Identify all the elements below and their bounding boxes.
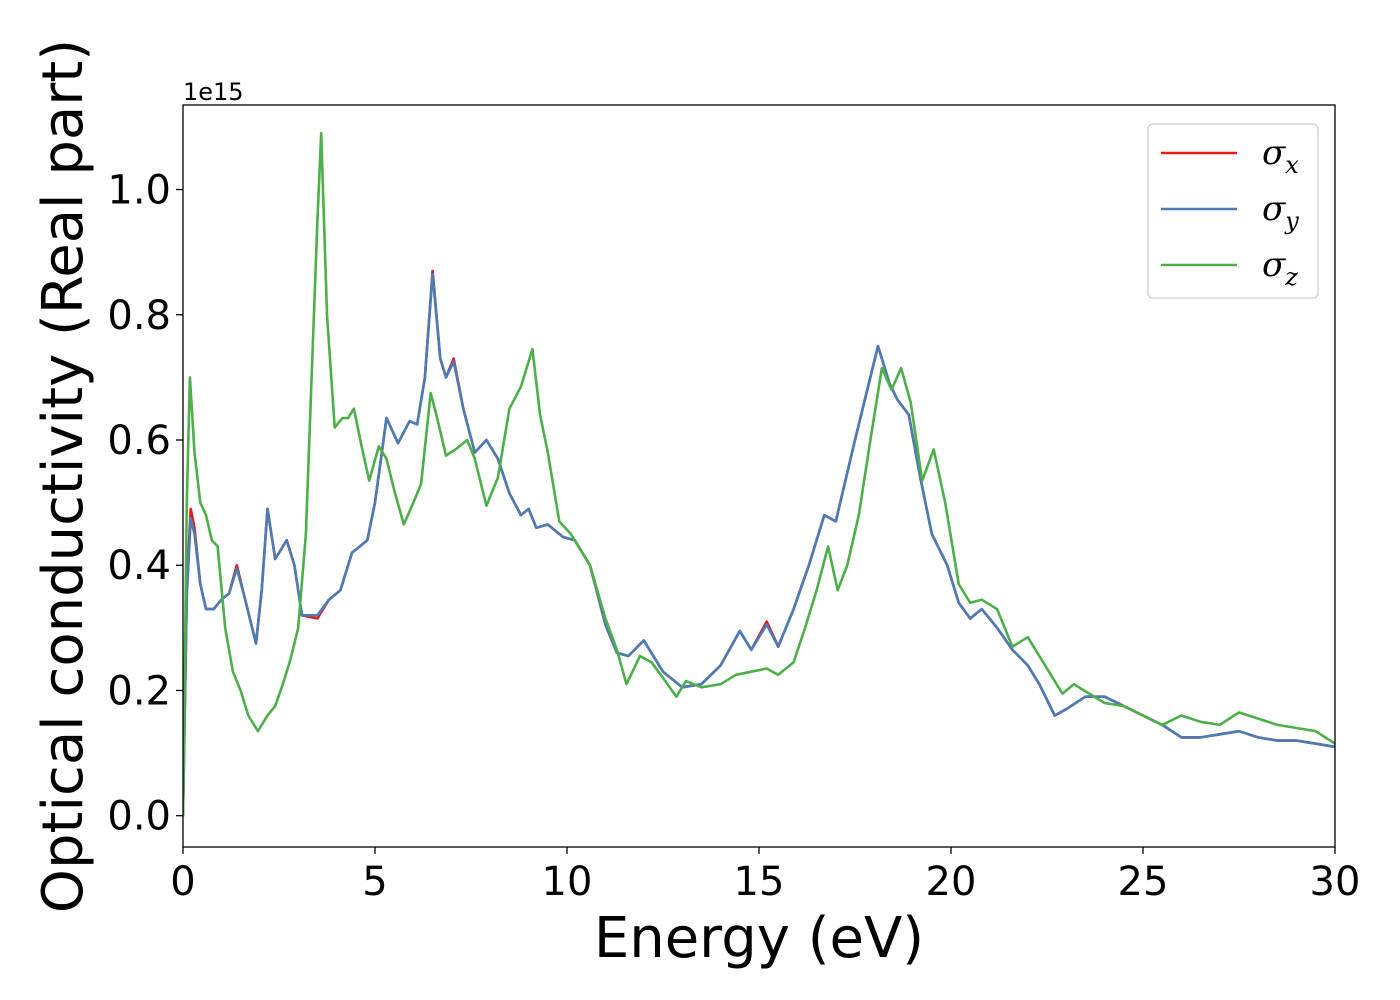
y-tick-label: 1.0 [107, 168, 171, 214]
y-tick-label: 0.6 [107, 418, 171, 464]
y-axis: 0.0 0.2 0.4 0.6 0.8 1.0 [107, 168, 183, 840]
legend-label-z: σz [1262, 245, 1298, 291]
x-axis-label: Energy (eV) [594, 906, 924, 971]
x-tick-label: 0 [170, 859, 195, 905]
legend-box [1147, 123, 1319, 299]
series-line-x [183, 269, 1335, 817]
y-tick-label: 0.0 [107, 794, 171, 840]
y-axis-label: Optical conductivity (Real part) [31, 39, 96, 913]
x-tick-label: 25 [1118, 859, 1169, 905]
x-tick-label: 15 [734, 859, 785, 905]
y-offset-text: 1e15 [183, 78, 244, 106]
legend-label-x: σx [1262, 133, 1299, 179]
x-axis: 0 5 10 15 20 25 30 [170, 847, 1360, 905]
x-tick-label: 5 [362, 859, 387, 905]
legend: σx σy σz [1147, 123, 1319, 299]
y-tick-label: 0.8 [107, 293, 171, 339]
y-tick-label: 0.2 [107, 668, 171, 714]
x-tick-label: 10 [542, 859, 593, 905]
y-tick-label: 0.4 [107, 543, 171, 589]
series-line-z [183, 131, 1335, 817]
series-layer [183, 131, 1335, 817]
series-line-y [183, 272, 1335, 817]
x-tick-label: 20 [926, 859, 977, 905]
legend-label-y: σy [1262, 189, 1299, 235]
x-tick-label: 30 [1310, 859, 1361, 905]
